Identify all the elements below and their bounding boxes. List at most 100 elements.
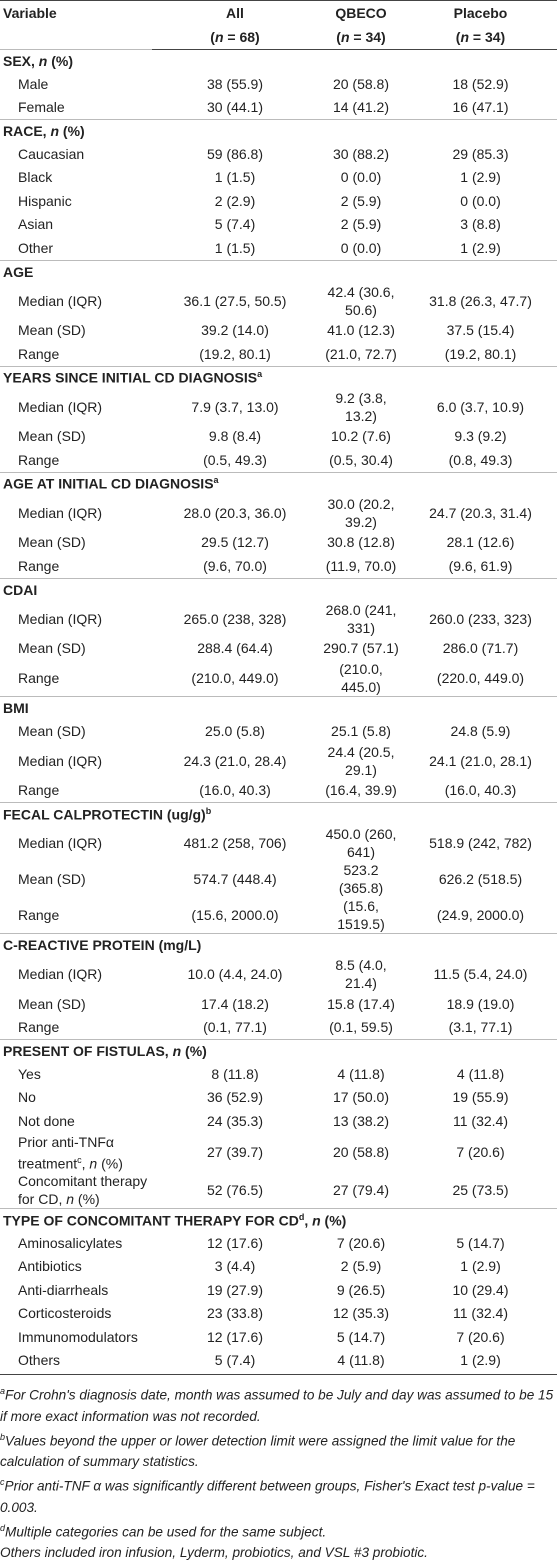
row-label: No <box>0 1086 152 1110</box>
group-n: (n = 68) <box>152 25 318 50</box>
data-row: Corticosteroids 23 (33.8) 12 (35.3) 11 (32.… <box>0 1302 557 1326</box>
cell: (16.0, 40.3) <box>199 782 271 799</box>
note-mark: c <box>77 1154 82 1165</box>
row-label: Immunomodulators <box>0 1325 152 1349</box>
cell: (210.0, 445.0) <box>339 661 383 695</box>
row-label: Other <box>0 236 152 260</box>
section-row: TYPE OF CONCOMITANT THERAPY FOR CDd, n (… <box>0 1208 557 1232</box>
cell: 17 (50.0) <box>332 1089 390 1106</box>
data-row: Antibiotics 3 (4.4) 2 (5.9) 1 (2.9) <box>0 1255 557 1279</box>
row-label: Median (IQR) <box>0 825 152 861</box>
cell: 11 (32.4) <box>453 1305 508 1322</box>
cell: 24.1 (21.0, 28.1) <box>429 752 532 769</box>
cell: 6.0 (3.7, 10.9) <box>436 398 525 415</box>
data-row: Aminosalicylates 12 (17.6) 7 (20.6) 5 (14.7… <box>0 1231 557 1255</box>
cell: (9.6, 61.9) <box>448 557 513 574</box>
cell: (16.0, 40.3) <box>444 782 517 799</box>
cell: 25.1 (5.8) <box>331 722 391 739</box>
cell: 1 (1.5) <box>214 239 256 256</box>
cell: 18 (52.9) <box>452 75 509 92</box>
cell: 23 (33.8) <box>206 1305 264 1322</box>
section-row: RACE, n (%) <box>0 119 557 142</box>
label-text: BMI <box>3 700 29 716</box>
cell: (11.9, 70.0) <box>325 557 397 574</box>
cell: 4 (11.8) <box>337 1065 385 1082</box>
label-text: Mean (SD) <box>18 322 86 339</box>
label-text: C-REACTIVE PROTEIN (mg/L) <box>3 937 202 953</box>
cell: 626.2 (518.5) <box>438 871 523 887</box>
data-row: No 36 (52.9) 17 (50.0) 19 (55.9) <box>0 1086 557 1110</box>
data-row: Immunomodulators 12 (17.6) 5 (14.7) 7 (20.6… <box>0 1325 557 1349</box>
data-row: Range (15.6, 2000.0) (15.6, 1519.5) (24.9, … <box>0 897 557 934</box>
cell: (0.5, 30.4) <box>329 451 393 468</box>
label-text: Range <box>18 1019 60 1036</box>
label-text: SEX <box>3 53 32 69</box>
data-row: Male 38 (55.9) 20 (58.8) 18 (52.9) <box>0 72 557 96</box>
cell: 4 (11.8) <box>318 1348 404 1376</box>
data-row: Concomitant therapy for CD, n (%) 52 (76.… <box>0 1172 557 1209</box>
cell: 29.5 (12.7) <box>201 534 269 551</box>
label-text: Not done <box>18 1112 75 1129</box>
cell: (19.2, 80.1) <box>199 345 271 362</box>
cell: 5 (14.7) <box>336 1328 386 1345</box>
cell: 30 (44.1) <box>206 99 264 116</box>
cell: (15.6, 2000.0) <box>191 907 279 923</box>
data-row: Mean (SD) 25.0 (5.8) 25.1 (5.8) 24.8 (5.9) <box>0 719 557 743</box>
cell: 24 (35.3) <box>206 1112 264 1129</box>
section-title: SEX, n (%) <box>0 49 557 72</box>
data-row: Median (IQR) 36.1 (27.5, 50.5) 42.4 (30.6,… <box>0 283 557 319</box>
data-row: Mean (SD) 9.8 (8.4) 10.2 (7.6) 9.3 (9.2) <box>0 425 557 449</box>
cell: 3 (8.8) <box>460 216 501 233</box>
row-label: Mean (SD) <box>0 637 152 661</box>
label-text: Mean (SD) <box>18 722 86 739</box>
section-row: PRESENT OF FISTULAS, n (%) <box>0 1039 557 1062</box>
group-n: (n = 34) <box>318 25 404 50</box>
data-row: Asian 5 (7.4) 2 (5.9) 3 (8.8) <box>0 213 557 237</box>
cell: 8.5 (4.0, 21.4) <box>335 957 387 991</box>
footnote-text: Values beyond the upper or lower detecti… <box>0 1433 516 1470</box>
data-row: Hispanic 2 (2.9) 2 (5.9) 0 (0.0) <box>0 189 557 213</box>
data-row: Median (IQR) 10.0 (4.4, 24.0) 8.5 (4.0, 21… <box>0 956 557 992</box>
row-label: Black <box>0 166 152 190</box>
label-text: Black <box>18 169 53 186</box>
row-label: Range <box>0 554 152 578</box>
row-label: Median (IQR) <box>0 495 152 531</box>
table: Variable All QBECO Placebo (n = 68) (n = 34)(… <box>0 0 557 1376</box>
section-title: PRESENT OF FISTULAS, n (%) <box>0 1039 557 1062</box>
footnote-text: For Crohn's diagnosis date, month was as… <box>0 1387 554 1424</box>
data-row: Other 1 (1.5) 0 (0.0) 1 (2.9) <box>0 236 557 260</box>
cell: 3 (4.4) <box>214 1258 256 1275</box>
row-label: Mean (SD) <box>0 425 152 449</box>
row-label: Mean (SD) <box>0 531 152 555</box>
label-unit: , n (%) <box>42 123 85 139</box>
group-name: All <box>226 5 244 21</box>
data-row: Yes 8 (11.8) 4 (11.8) 4 (11.8) <box>0 1062 557 1086</box>
cell: 30.0 (20.2, 39.2) <box>327 495 395 530</box>
label-text: Mean (SD) <box>18 534 86 551</box>
cell: 5 (7.4) <box>152 1348 318 1376</box>
data-row: Median (IQR) 265.0 (238, 328) 268.0 (241, … <box>0 601 557 637</box>
cell: 28.0 (20.3, 36.0) <box>183 504 287 521</box>
cell: 24.7 (20.3, 31.4) <box>429 504 532 521</box>
cell: 52 (76.5) <box>206 1182 264 1199</box>
cell: 7 (20.6) <box>456 1328 505 1345</box>
cell: 31.8 (26.3, 47.7) <box>429 292 532 309</box>
cell: (0.1, 77.1) <box>203 1019 267 1036</box>
cell: 523.2 (365.8) <box>338 862 384 896</box>
row-label: Median (IQR) <box>0 601 152 637</box>
cell: 481.2 (258, 706) <box>183 835 287 851</box>
cell: 20 (58.8) <box>332 75 390 92</box>
cell: 19 (27.9) <box>206 1281 264 1298</box>
cell: 2 (2.9) <box>214 192 256 209</box>
cell: (15.6, 1519.5) <box>337 898 385 932</box>
label-text: Corticosteroids <box>18 1305 112 1322</box>
cell: 14 (41.2) <box>332 99 390 116</box>
cell: 9.8 (8.4) <box>208 428 262 445</box>
cell: 42.4 (30.6, 50.6) <box>327 283 395 318</box>
cell: (210.0, 449.0) <box>191 670 279 686</box>
footnote: bValues beyond the upper or lower detect… <box>0 1427 555 1473</box>
cell: 27 (79.4) <box>332 1182 390 1199</box>
cell: 9.3 (9.2) <box>454 428 507 445</box>
section-title: FECAL CALPROTECTIN (ug/g)b <box>0 802 557 825</box>
cell: (0.5, 49.3) <box>203 451 267 468</box>
